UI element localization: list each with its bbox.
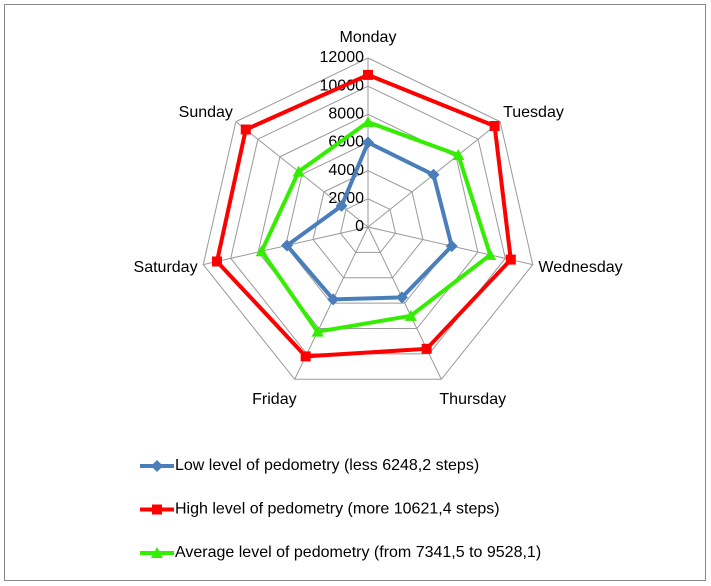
series-line [214,72,513,359]
marker [327,293,340,306]
legend-label: High level of pedometry (more 10621,4 st… [175,501,500,518]
marker [395,291,408,304]
marker [505,254,516,265]
category-label: Saturday [134,259,198,276]
legend-label: Low level of pedometry (less 6248,2 step… [175,457,479,474]
legend-marker [152,504,162,515]
y-tick-label: 0 [355,218,364,235]
marker [404,309,417,321]
legend-marker [151,460,163,472]
marker [255,245,268,257]
grid-line [257,113,479,330]
chart-frame [4,4,706,581]
category-label: Wednesday [538,259,622,276]
series-line [259,120,493,334]
category-label: Thursday [439,391,506,408]
y-tick-label: 12000 [320,49,365,66]
marker [240,124,251,135]
category-label: Tuesday [503,104,564,121]
marker [484,248,497,260]
marker [445,240,458,253]
series-line [284,140,454,302]
category-label: Sunday [179,104,233,121]
spoke [367,226,442,380]
grid-line [339,198,397,253]
y-tick-label: 6000 [328,134,364,151]
marker [280,239,293,252]
marker [362,136,374,149]
marker [292,165,305,177]
y-tick-label: 8000 [328,106,364,123]
marker [311,325,324,337]
marker [452,148,465,160]
category-label: Monday [340,29,397,46]
grid-line [202,57,534,380]
grid-line [312,170,424,279]
category-label: Friday [252,391,296,408]
marker [363,69,373,80]
legend-label: Average level of pedometry (from 7341,5 … [175,544,541,561]
marker [489,121,500,132]
marker [211,256,222,267]
marker [421,343,432,354]
marker [427,168,440,181]
legend-marker [151,547,163,558]
marker [335,199,348,212]
marker [362,116,374,128]
marker [300,351,311,362]
